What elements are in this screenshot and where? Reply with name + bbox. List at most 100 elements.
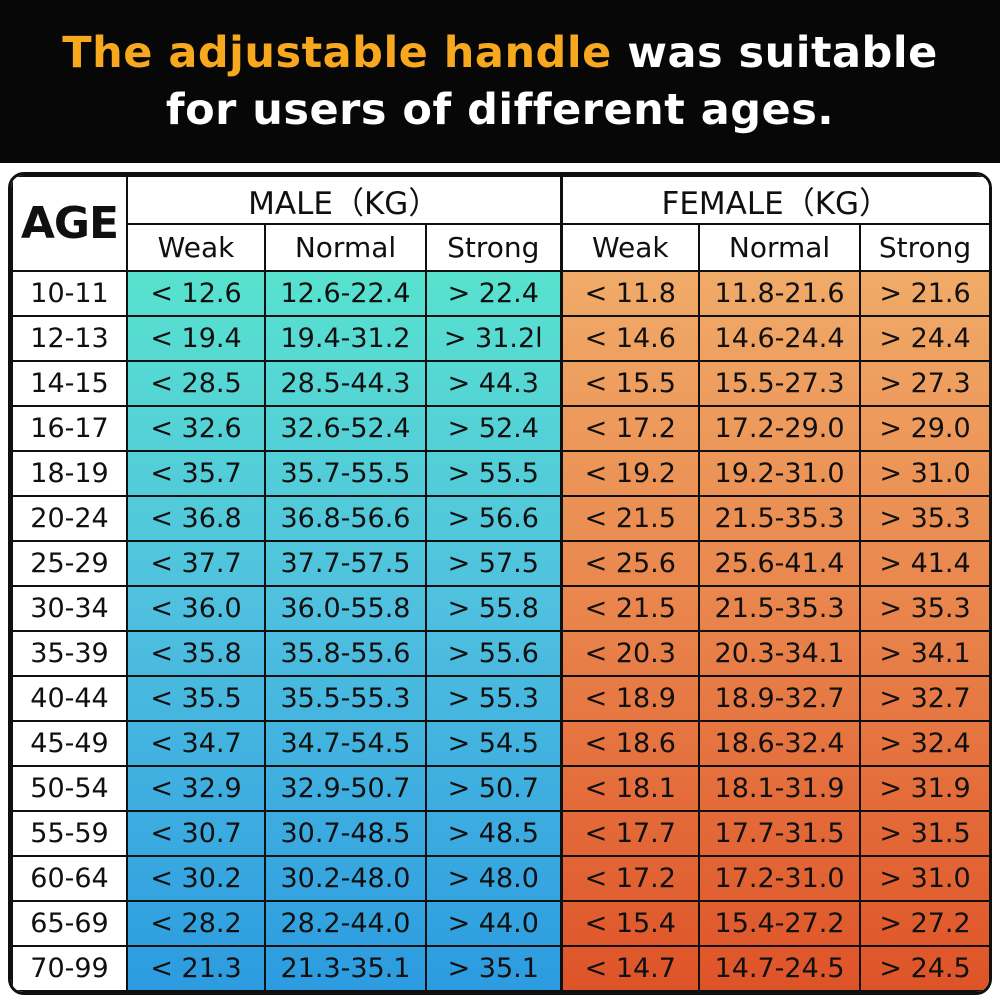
female-normal-header: Normal	[698, 223, 862, 272]
male-weak-cell: < 37.7	[126, 540, 266, 587]
female-normal-cell: 17.7-31.5	[698, 810, 862, 857]
female-normal-cell: 14.6-24.4	[698, 315, 862, 362]
title-banner: The adjustable handle was suitable for u…	[0, 0, 1000, 163]
female-strong-cell: > 31.0	[859, 450, 989, 497]
male-strong-cell: > 44.3	[424, 360, 563, 407]
male-normal-cell: 35.7-55.5	[264, 450, 427, 497]
age-cell: 35-39	[11, 630, 128, 677]
table-body: 10-11 < 12.6 12.6-22.4 > 22.4 < 11.8 11.8-21.…	[11, 270, 989, 992]
age-cell: 65-69	[11, 900, 128, 947]
male-strong-cell: > 57.5	[424, 540, 563, 587]
table-row: 65-69 < 28.2 28.2-44.0 > 44.0 < 15.4 15.4-27.…	[11, 900, 989, 947]
male-strong-cell: > 50.7	[424, 765, 563, 812]
title-line-1: The adjustable handle was suitable	[62, 25, 937, 82]
male-normal-cell: 32.9-50.7	[264, 765, 427, 812]
male-weak-cell: < 34.7	[126, 720, 266, 767]
female-normal-cell: 18.1-31.9	[698, 765, 862, 812]
table-row: 40-44 < 35.5 35.5-55.3 > 55.3 < 18.9 18.9-32.…	[11, 675, 989, 722]
female-weak-cell: < 15.5	[559, 360, 701, 407]
male-weak-cell: < 36.8	[126, 495, 266, 542]
male-strong-cell: > 52.4	[424, 405, 563, 452]
female-strong-cell: > 27.3	[859, 360, 989, 407]
table-row: 14-15 < 28.5 28.5-44.3 > 44.3 < 15.5 15.5-27.…	[11, 360, 989, 407]
female-normal-cell: 14.7-24.5	[698, 945, 862, 992]
table-row: 18-19 < 35.7 35.7-55.5 > 55.5 < 19.2 19.2-31.…	[11, 450, 989, 497]
male-group-header: MALE（KG）	[125, 175, 563, 225]
female-strong-cell: > 27.2	[859, 900, 989, 947]
female-strong-header: Strong	[859, 223, 989, 272]
female-normal-cell: 19.2-31.0	[698, 450, 862, 497]
table-row: 25-29 < 37.7 37.7-57.5 > 57.5 < 25.6 25.6-41.…	[11, 540, 989, 587]
male-strong-cell: > 55.8	[424, 585, 563, 632]
female-normal-cell: 17.2-31.0	[698, 855, 862, 902]
male-weak-cell: < 35.7	[126, 450, 266, 497]
female-weak-cell: < 15.4	[559, 900, 701, 947]
male-normal-cell: 34.7-54.5	[264, 720, 427, 767]
male-weak-cell: < 35.8	[126, 630, 266, 677]
male-normal-cell: 28.5-44.3	[264, 360, 427, 407]
male-strong-cell: > 55.3	[424, 675, 563, 722]
age-cell: 16-17	[11, 405, 128, 452]
male-weak-cell: < 30.2	[126, 855, 266, 902]
male-weak-cell: < 28.2	[126, 900, 266, 947]
female-normal-cell: 18.9-32.7	[698, 675, 862, 722]
female-weak-cell: < 21.5	[559, 495, 701, 542]
age-cell: 45-49	[11, 720, 128, 767]
male-weak-header: Weak	[126, 223, 266, 272]
age-cell: 60-64	[11, 855, 128, 902]
male-strong-header: Strong	[424, 223, 563, 272]
age-cell: 55-59	[11, 810, 128, 857]
male-weak-cell: < 30.7	[126, 810, 266, 857]
female-normal-cell: 25.6-41.4	[698, 540, 862, 587]
male-normal-cell: 19.4-31.2	[264, 315, 427, 362]
female-weak-cell: < 14.6	[559, 315, 701, 362]
male-strong-cell: > 48.0	[424, 855, 563, 902]
male-weak-cell: < 21.3	[126, 945, 266, 992]
age-cell: 70-99	[11, 945, 128, 992]
female-normal-cell: 18.6-32.4	[698, 720, 862, 767]
male-normal-cell: 37.7-57.5	[264, 540, 427, 587]
female-weak-cell: < 17.2	[559, 855, 701, 902]
male-normal-cell: 28.2-44.0	[264, 900, 427, 947]
table-row: 70-99 < 21.3 21.3-35.1 > 35.1 < 14.7 14.7-24.…	[11, 945, 989, 992]
male-weak-cell: < 28.5	[126, 360, 266, 407]
male-strong-cell: > 44.0	[424, 900, 563, 947]
male-normal-cell: 35.5-55.3	[264, 675, 427, 722]
table-row: 20-24 < 36.8 36.8-56.6 > 56.6 < 21.5 21.5-35.…	[11, 495, 989, 542]
age-cell: 18-19	[11, 450, 128, 497]
male-strong-cell: > 55.6	[424, 630, 563, 677]
age-cell: 25-29	[11, 540, 128, 587]
female-weak-cell: < 20.3	[559, 630, 701, 677]
table-row: 35-39 < 35.8 35.8-55.6 > 55.6 < 20.3 20.3-34.…	[11, 630, 989, 677]
female-strong-cell: > 32.4	[859, 720, 989, 767]
male-normal-cell: 30.2-48.0	[264, 855, 427, 902]
male-normal-cell: 32.6-52.4	[264, 405, 427, 452]
male-strong-cell: > 22.4	[424, 270, 563, 317]
female-normal-cell: 15.5-27.3	[698, 360, 862, 407]
female-strong-cell: > 32.7	[859, 675, 989, 722]
male-weak-cell: < 12.6	[126, 270, 266, 317]
female-normal-cell: 21.5-35.3	[698, 585, 862, 632]
male-normal-cell: 36.8-56.6	[264, 495, 427, 542]
table-row: 10-11 < 12.6 12.6-22.4 > 22.4 < 11.8 11.8-21.…	[11, 270, 989, 317]
female-normal-cell: 15.4-27.2	[698, 900, 862, 947]
age-cell: 40-44	[11, 675, 128, 722]
male-strong-cell: > 54.5	[424, 720, 563, 767]
female-weak-cell: < 18.9	[559, 675, 701, 722]
male-normal-cell: 36.0-55.8	[264, 585, 427, 632]
age-cell: 30-34	[11, 585, 128, 632]
female-strong-cell: > 35.3	[859, 495, 989, 542]
male-normal-cell: 12.6-22.4	[264, 270, 427, 317]
table-row: 16-17 < 32.6 32.6-52.4 > 52.4 < 17.2 17.2-29.…	[11, 405, 989, 452]
table-row: 55-59 < 30.7 30.7-48.5 > 48.5 < 17.7 17.7-31.…	[11, 810, 989, 857]
male-strong-cell: > 48.5	[424, 810, 563, 857]
female-strong-cell: > 31.5	[859, 810, 989, 857]
female-normal-cell: 20.3-34.1	[698, 630, 862, 677]
male-strong-cell: > 31.2l	[424, 315, 563, 362]
age-cell: 20-24	[11, 495, 128, 542]
age-cell: 10-11	[11, 270, 128, 317]
female-weak-cell: < 17.7	[559, 810, 701, 857]
female-weak-cell: < 19.2	[559, 450, 701, 497]
age-cell: 14-15	[11, 360, 128, 407]
strength-table: AGE MALE（KG） FEMALE（KG） Weak Normal Stro…	[8, 172, 992, 995]
